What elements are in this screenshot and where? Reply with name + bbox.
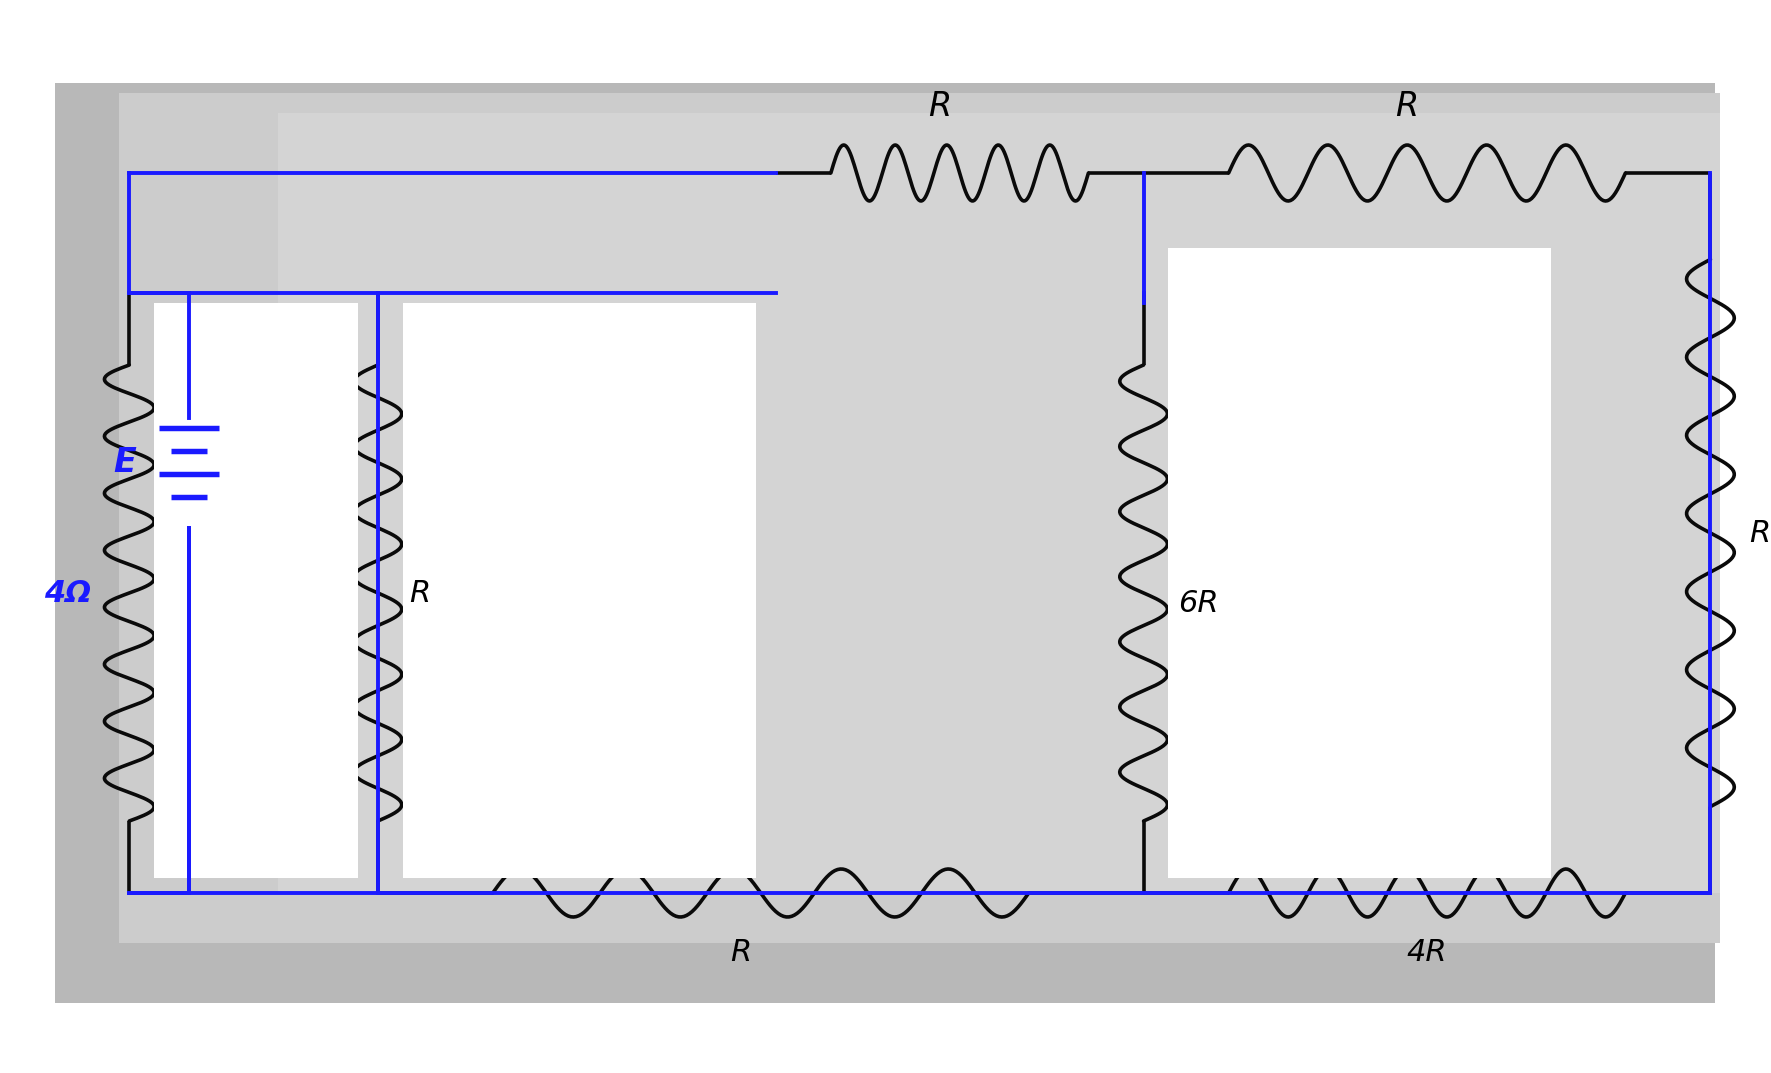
- Bar: [55, 83, 1716, 1003]
- Text: 4Ω: 4Ω: [44, 578, 90, 607]
- Bar: [1169, 248, 1551, 878]
- Text: E: E: [113, 446, 136, 480]
- Bar: [154, 303, 358, 878]
- Bar: [278, 113, 1720, 893]
- Bar: [119, 93, 1720, 943]
- Text: R: R: [1750, 518, 1771, 547]
- Text: R: R: [1396, 90, 1419, 123]
- Bar: [402, 303, 756, 878]
- Text: R: R: [409, 578, 430, 607]
- Text: R: R: [730, 938, 751, 967]
- Text: 4R: 4R: [1406, 938, 1447, 967]
- Text: R: R: [928, 90, 951, 123]
- Text: 6R: 6R: [1178, 588, 1218, 617]
